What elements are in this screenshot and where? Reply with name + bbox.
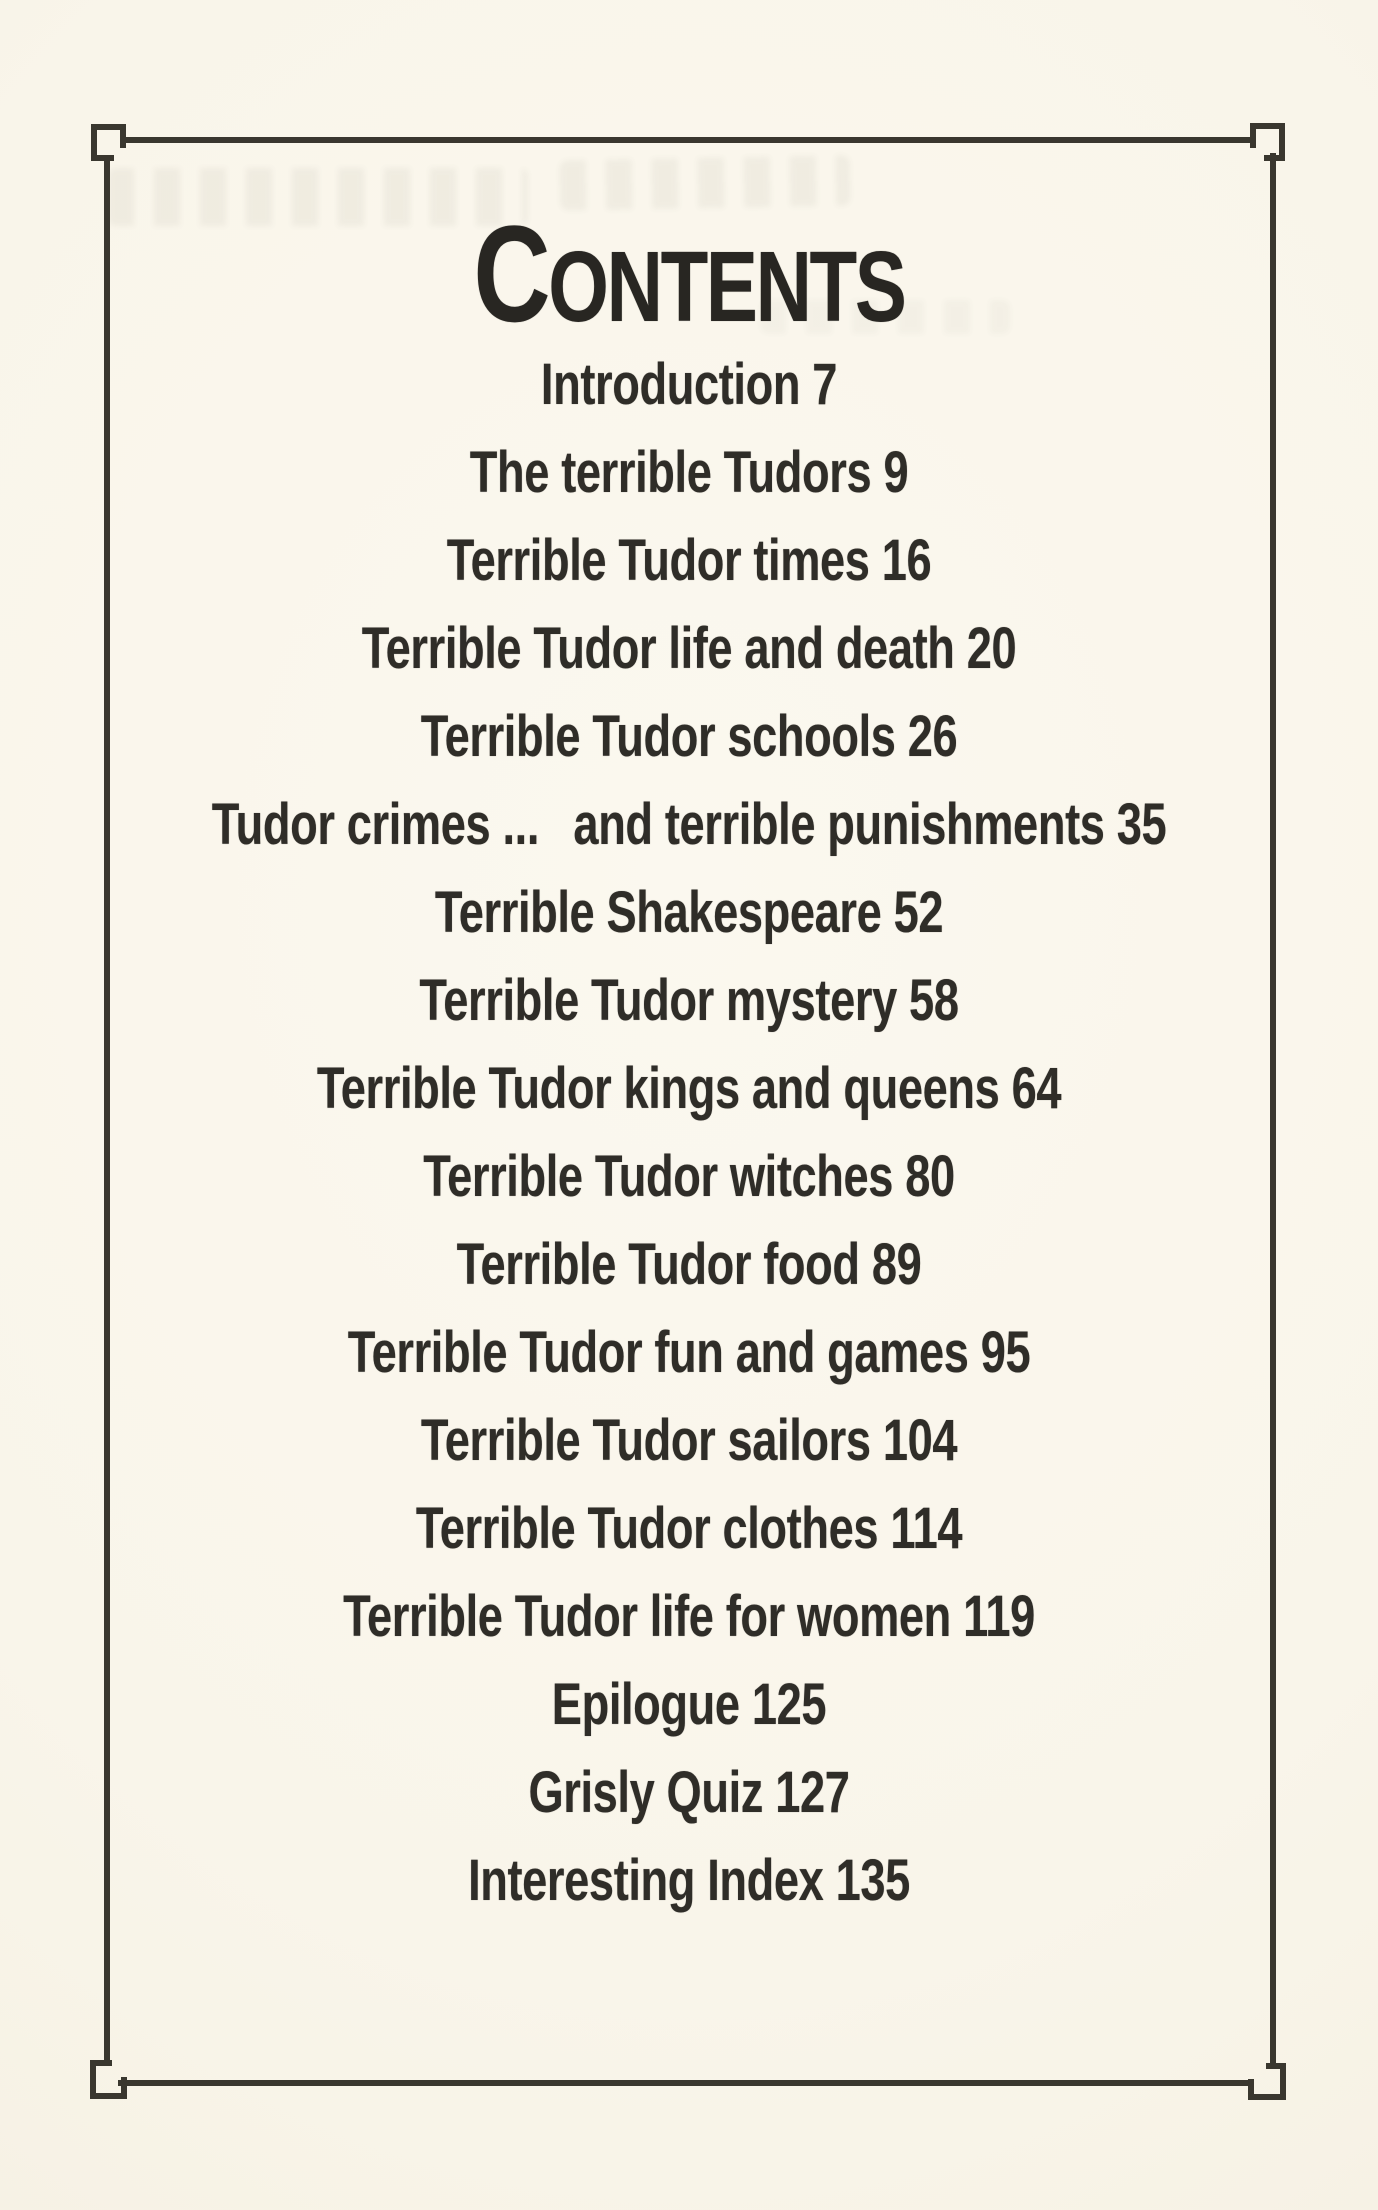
toc-entry: Terrible Tudor sailors 104 bbox=[152, 1397, 1227, 1485]
toc-entry-label: Terrible Tudor food bbox=[456, 1232, 860, 1297]
toc-entry-page: 127 bbox=[775, 1760, 850, 1825]
contents-title: CONTENTS bbox=[473, 198, 906, 351]
toc-entry-page: 135 bbox=[835, 1848, 911, 1913]
toc-entry-page: 104 bbox=[882, 1408, 958, 1473]
toc-entry-label: Interesting Index bbox=[468, 1848, 824, 1913]
toc-entry-page: 89 bbox=[871, 1232, 922, 1297]
toc-entry-label: Terrible Tudor witches bbox=[423, 1144, 894, 1209]
toc-entry-page: 35 bbox=[1116, 792, 1167, 857]
toc-entry: Interesting Index 135 bbox=[152, 1837, 1227, 1925]
toc-entry-label: Terrible Tudor sailors bbox=[420, 1408, 871, 1473]
toc-entry-page: 80 bbox=[905, 1144, 955, 1209]
toc-entry-label: Tudor crimes ... and terrible punishment… bbox=[211, 792, 1105, 857]
toc-entry-label: Terrible Tudor times bbox=[446, 528, 870, 593]
toc-entry: Terrible Tudor life and death 20 bbox=[152, 605, 1227, 693]
toc-entry: Terrible Tudor witches 80 bbox=[152, 1133, 1227, 1221]
toc-entry: Introduction 7 bbox=[152, 341, 1227, 429]
toc-list: Introduction 7 The terrible Tudors 9 Terri… bbox=[152, 341, 1227, 1925]
toc-entry: The terrible Tudors 9 bbox=[152, 429, 1227, 517]
toc-entry: Terrible Tudor schools 26 bbox=[152, 693, 1227, 781]
toc-entry: Terrible Tudor clothes 114 bbox=[152, 1485, 1227, 1573]
toc-entry-label: Terrible Tudor life and death bbox=[361, 616, 955, 681]
toc-entry-page: 119 bbox=[963, 1584, 1035, 1649]
border-corner-bottom-left bbox=[90, 2060, 127, 2099]
toc-entry: Terrible Tudor kings and queens 64 bbox=[152, 1045, 1227, 1133]
toc-entry-label: Introduction bbox=[540, 352, 801, 417]
toc-entry: Terrible Tudor food 89 bbox=[152, 1221, 1227, 1309]
toc-entry: Terrible Tudor life for women 119 bbox=[152, 1573, 1227, 1661]
toc-entry-label: Terrible Tudor clothes bbox=[415, 1496, 879, 1561]
border-corner-bottom-right bbox=[1248, 2063, 1286, 2100]
toc-entry: Terrible Shakespeare 52 bbox=[152, 869, 1227, 957]
toc-entry-label: Terrible Tudor mystery bbox=[419, 968, 897, 1033]
border-corner-top-right bbox=[1250, 123, 1285, 161]
toc-entry-label: Terrible Tudor fun and games bbox=[347, 1320, 969, 1385]
toc-entry-page: 9 bbox=[883, 440, 909, 505]
printed-content: CONTENTS Introduction 7 The terrible Tudo… bbox=[152, 0, 1227, 2210]
toc-entry: Epilogue 125 bbox=[152, 1661, 1227, 1749]
toc-entry-label: Grisly Quiz bbox=[528, 1760, 764, 1825]
toc-entry-label: Terrible Shakespeare bbox=[434, 880, 882, 945]
toc-entry-page: 125 bbox=[751, 1672, 827, 1737]
border-corner-top-left bbox=[91, 124, 126, 161]
toc-entry-label: The terrible Tudors bbox=[469, 440, 872, 505]
toc-entry-page: 26 bbox=[907, 704, 958, 769]
toc-entry-page: 20 bbox=[966, 616, 1017, 681]
toc-entry: Terrible Tudor fun and games 95 bbox=[152, 1309, 1227, 1397]
toc-entry: Grisly Quiz 127 bbox=[152, 1749, 1227, 1837]
toc-entry-page: 58 bbox=[909, 968, 959, 1033]
toc-entry-label: Terrible Tudor kings and queens bbox=[316, 1056, 1000, 1121]
toc-entry-label: Epilogue bbox=[551, 1672, 740, 1737]
toc-entry-label: Terrible Tudor life for women bbox=[343, 1584, 951, 1649]
toc-entry: Tudor crimes ... and terrible punishment… bbox=[152, 781, 1227, 869]
toc-entry-page: 95 bbox=[980, 1320, 1031, 1385]
toc-entry-page: 64 bbox=[1011, 1056, 1062, 1121]
toc-entry: Terrible Tudor times 16 bbox=[152, 517, 1227, 605]
toc-entry-label: Terrible Tudor schools bbox=[420, 704, 896, 769]
toc-entry-page: 52 bbox=[893, 880, 944, 945]
toc-entry-page: 7 bbox=[812, 352, 838, 417]
toc-entry: Terrible Tudor mystery 58 bbox=[152, 957, 1227, 1045]
toc-entry-page: 114 bbox=[890, 1496, 963, 1561]
toc-entry-page: 16 bbox=[881, 528, 932, 593]
